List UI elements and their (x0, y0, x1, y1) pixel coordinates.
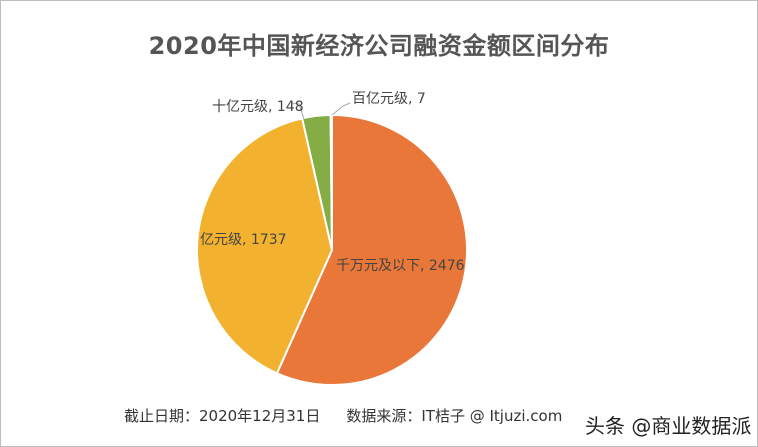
pie-slice-1 (196, 117, 334, 375)
pie-slice-0 (275, 113, 468, 386)
watermark: 头条 @商业数据派 (585, 414, 752, 438)
data-label-shiyi: 十亿元级, 148 (212, 99, 304, 115)
leader-line-baiyi (331, 102, 351, 116)
data-source: 数据来源：IT桔子 @ Itjuzi.com (346, 407, 563, 425)
footer-note: 截止日期：2020年12月31日 数据来源：IT桔子 @ Itjuzi.com (124, 405, 562, 426)
data-label-qianwan: 千万元及以下, 2476 (336, 258, 465, 274)
chart-title: 2020年中国新经济公司融资金额区间分布 (148, 32, 610, 60)
pie-slices (196, 113, 468, 386)
pie-slice-3 (329, 113, 333, 251)
cutoff-date: 截止日期：2020年12月31日 (124, 407, 321, 425)
data-label-baiyi: 百亿元级, 7 (352, 91, 426, 107)
leader-line-shiyi (291, 102, 305, 120)
data-label-yi: 亿元级, 1737 (200, 232, 287, 248)
